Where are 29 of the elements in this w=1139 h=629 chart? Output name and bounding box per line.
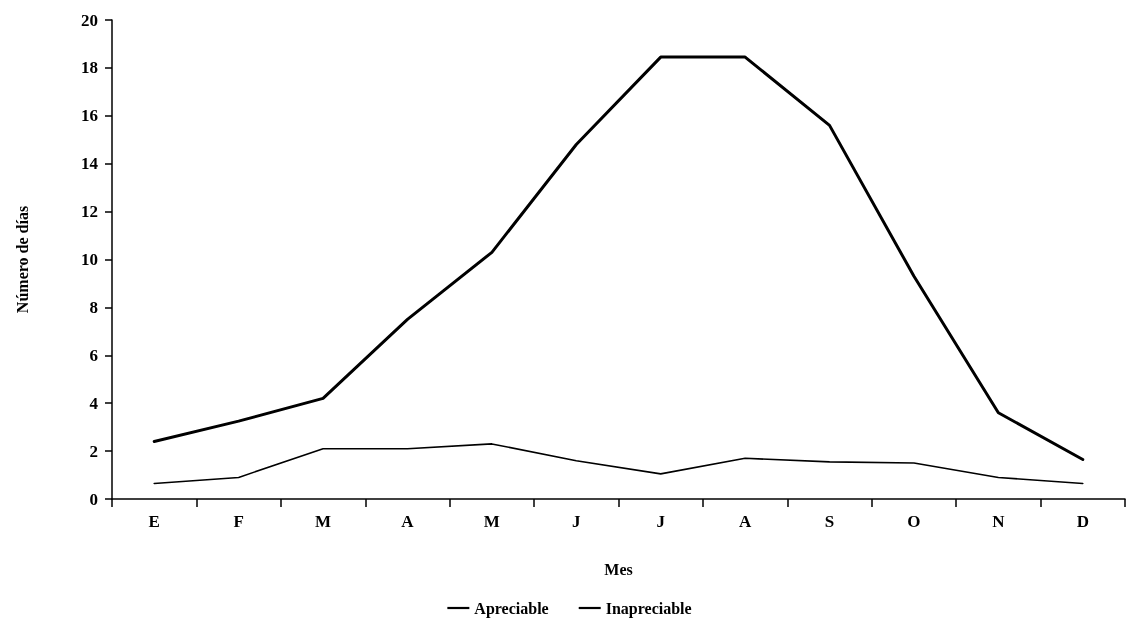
y-tick-label: 10 (81, 250, 98, 269)
x-tick-label: A (401, 512, 415, 531)
x-tick-label: A (738, 512, 752, 531)
x-tick-label: F (233, 512, 244, 531)
x-tick-label: D (1076, 512, 1089, 531)
y-tick-label: 8 (89, 297, 98, 317)
x-tick-label: N (992, 512, 1006, 531)
x-tick-label: M (315, 512, 332, 531)
x-axis-title: Mes (604, 560, 633, 578)
y-tick-label: 16 (81, 106, 98, 126)
legend-label: Apreciable (474, 599, 549, 618)
y-tick-label: 0 (89, 489, 98, 509)
line-series (153, 443, 1084, 485)
y-tick-label: 20 (81, 10, 98, 30)
y-tick-label: 18 (81, 58, 98, 78)
y-tick-label: 12 (81, 202, 98, 222)
line-series (152, 55, 1085, 461)
y-tick-label: 4 (89, 393, 99, 413)
legend-label: Inapreciable (605, 599, 692, 618)
x-tick-label: O (907, 512, 921, 531)
y-tick-label: 6 (89, 345, 98, 365)
x-tick-label: J (656, 512, 666, 531)
x-tick-label: E (148, 512, 160, 531)
x-tick-label: J (572, 512, 582, 531)
x-tick-label: M (483, 512, 500, 531)
x-tick-label: S (824, 512, 835, 531)
y-tick-label: 2 (89, 441, 98, 461)
y-tick-label: 14 (81, 154, 99, 174)
y-axis-title: Número de días (13, 205, 31, 314)
